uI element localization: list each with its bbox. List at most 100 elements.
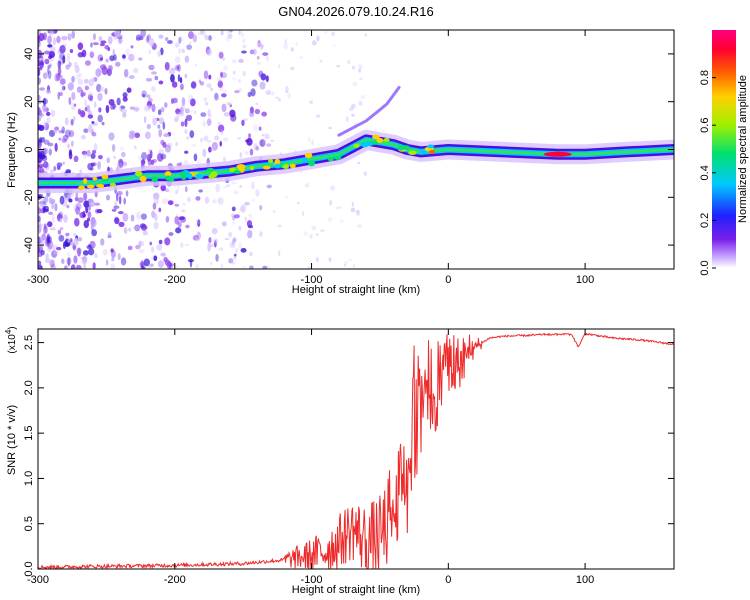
noise-speckle (121, 108, 128, 114)
noise-speckle (88, 248, 95, 256)
noise-speckle (149, 263, 154, 267)
noise-speckle (162, 121, 166, 130)
noise-speckle (156, 243, 163, 251)
noise-speckle (77, 78, 84, 85)
noise-speckle (222, 57, 225, 61)
noise-speckle (80, 134, 87, 140)
noise-speckle (261, 111, 267, 117)
noise-speckle (266, 184, 272, 189)
noise-speckle (202, 148, 207, 157)
noise-speckle (184, 150, 189, 154)
noise-speckle (153, 195, 160, 205)
noise-speckle (40, 249, 45, 256)
spectrogram-y-axis: -40 -20 0 20 40 (23, 48, 674, 253)
colorbar: 0.0 0.2 0.4 0.6 0.8 Normalized spectral ampl… (699, 30, 749, 276)
noise-speckle (221, 221, 227, 227)
noise-speckle (38, 150, 45, 160)
ridge-peak-max (543, 151, 572, 157)
noise-speckle (85, 206, 89, 211)
noise-speckle (40, 199, 46, 208)
noise-speckle (49, 46, 56, 53)
noise-speckle (129, 134, 136, 138)
noise-speckle (259, 205, 263, 211)
noise-speckle (184, 129, 188, 135)
noise-speckle (336, 64, 341, 68)
noise-speckle (232, 59, 237, 64)
noise-speckle (161, 198, 169, 205)
noise-speckle (304, 182, 310, 188)
noise-speckle (46, 221, 53, 228)
noise-speckle (96, 83, 102, 93)
noise-speckle (107, 36, 113, 45)
noise-speckle (203, 70, 209, 80)
noise-speckle (243, 118, 248, 121)
ridge-spot (151, 176, 158, 183)
noise-speckle (160, 107, 165, 113)
noise-speckle (91, 229, 98, 237)
spectrogram-y-tick-label: 0 (23, 146, 35, 152)
snr-frame (37, 328, 675, 570)
noise-speckle (38, 137, 43, 144)
ridge-spot (360, 141, 369, 148)
noise-speckle (89, 51, 95, 59)
noise-speckle (308, 136, 311, 143)
noise-speckle (225, 184, 231, 188)
noise-speckle (48, 63, 53, 67)
noise-speckle (117, 253, 121, 261)
noise-speckle (240, 31, 245, 38)
noise-speckle (187, 196, 191, 203)
noise-speckle (347, 59, 351, 65)
noise-speckle (192, 34, 198, 43)
noise-speckle (47, 70, 52, 80)
noise-speckle (152, 202, 157, 210)
noise-speckle (285, 90, 289, 93)
noise-speckle (84, 99, 88, 107)
noise-speckle (178, 48, 181, 54)
ridge-spot (109, 182, 116, 187)
noise-speckle (332, 44, 336, 47)
noise-speckle (133, 67, 139, 74)
ridge-spot (236, 164, 246, 169)
noise-speckle (71, 91, 76, 101)
ridge-spot (82, 178, 88, 184)
noise-speckle (122, 54, 126, 59)
noise-speckle (151, 71, 157, 75)
noise-speckle (242, 44, 247, 49)
noise-speckle (186, 136, 190, 140)
ridge-branch (337, 85, 401, 137)
noise-speckle (316, 36, 320, 42)
noise-speckle (192, 144, 196, 147)
noise-speckle (181, 209, 186, 213)
noise-speckle (61, 126, 65, 134)
noise-speckle (38, 95, 42, 102)
noise-speckle (303, 231, 309, 237)
noise-speckle (182, 202, 187, 206)
noise-speckle (93, 101, 97, 108)
ridge-spot (304, 152, 313, 159)
ridge-spot (92, 176, 98, 181)
noise-speckle (52, 37, 56, 46)
spectrogram-x-tick-label: 0 (445, 274, 451, 286)
ridge-spot (135, 170, 143, 177)
noise-speckle (188, 94, 194, 99)
noise-speckle (70, 118, 74, 126)
noise-speckle (68, 96, 72, 106)
noise-speckle (177, 221, 182, 228)
noise-speckle (88, 124, 93, 133)
ridge-spot (86, 184, 95, 189)
noise-speckle (211, 141, 218, 151)
noise-speckle (151, 210, 156, 219)
noise-speckle (261, 133, 265, 137)
noise-speckle (118, 36, 123, 44)
noise-speckle (141, 90, 147, 98)
noise-speckle (200, 30, 204, 36)
noise-speckle (142, 93, 146, 97)
noise-speckle (252, 48, 257, 55)
noise-speckle (220, 30, 224, 36)
noise-speckle (266, 265, 270, 269)
snr-y-tick-label: 1.5 (23, 426, 35, 441)
noise-speckle (38, 68, 41, 77)
noise-speckle (41, 104, 47, 111)
noise-speckle (246, 137, 253, 146)
noise-speckle (85, 207, 89, 214)
